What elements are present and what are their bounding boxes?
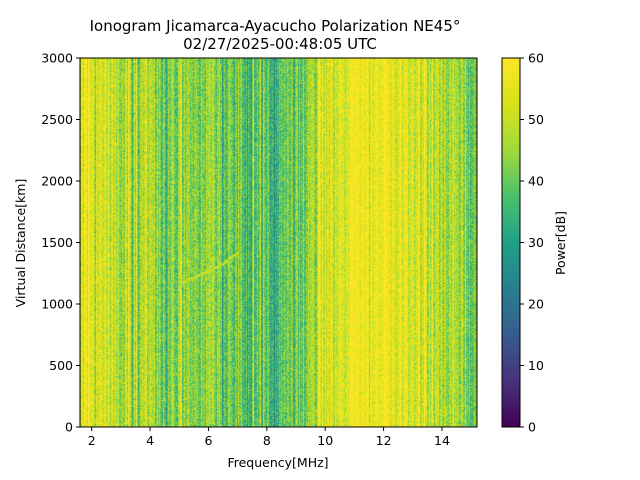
- x-tick-label: 12: [376, 433, 392, 448]
- y-tick-label: 2500: [41, 112, 73, 127]
- y-axis-ticks: 0 500 1000 1500 2000 2500 3000: [41, 51, 80, 435]
- chart-subtitle: 02/27/2025-00:48:05 UTC: [183, 35, 377, 53]
- y-tick-label: 1500: [41, 235, 73, 250]
- colorbar-tick-label: 0: [528, 420, 536, 435]
- y-tick-label: 0: [65, 420, 73, 435]
- y-tick-label: 3000: [41, 51, 73, 66]
- chart-title: Ionogram Jicamarca-Ayacucho Polarization…: [90, 17, 461, 35]
- x-tick-label: 2: [88, 433, 96, 448]
- y-tick-label: 1000: [41, 297, 73, 312]
- y-tick-label: 2000: [41, 174, 73, 189]
- heatmap-image: [80, 58, 477, 427]
- colorbar-tick-label: 40: [528, 174, 544, 189]
- colorbar-tick-label: 30: [528, 235, 544, 250]
- x-axis-label: Frequency[MHz]: [227, 455, 328, 470]
- colorbar-ticks: 0 10 20 30 40 50 60: [520, 51, 544, 435]
- colorbar-label: Power[dB]: [553, 211, 568, 275]
- colorbar-tick-label: 10: [528, 358, 544, 373]
- heatmap: [79, 57, 478, 428]
- x-tick-label: 10: [317, 433, 333, 448]
- colorbar-gradient: [502, 58, 520, 427]
- colorbar-tick-label: 50: [528, 112, 544, 127]
- x-tick-label: 6: [204, 433, 212, 448]
- x-tick-label: 4: [146, 433, 154, 448]
- y-axis-label: Virtual Distance[km]: [13, 179, 28, 308]
- x-tick-label: 14: [434, 433, 450, 448]
- x-axis-ticks: 2 4 6 8 10 12 14: [88, 427, 450, 448]
- y-tick-label: 500: [49, 358, 73, 373]
- x-tick-label: 8: [263, 433, 271, 448]
- colorbar: 0 10 20 30 40 50 60 Power[dB]: [501, 51, 568, 435]
- colorbar-tick-label: 60: [528, 51, 544, 66]
- colorbar-tick-label: 20: [528, 297, 544, 312]
